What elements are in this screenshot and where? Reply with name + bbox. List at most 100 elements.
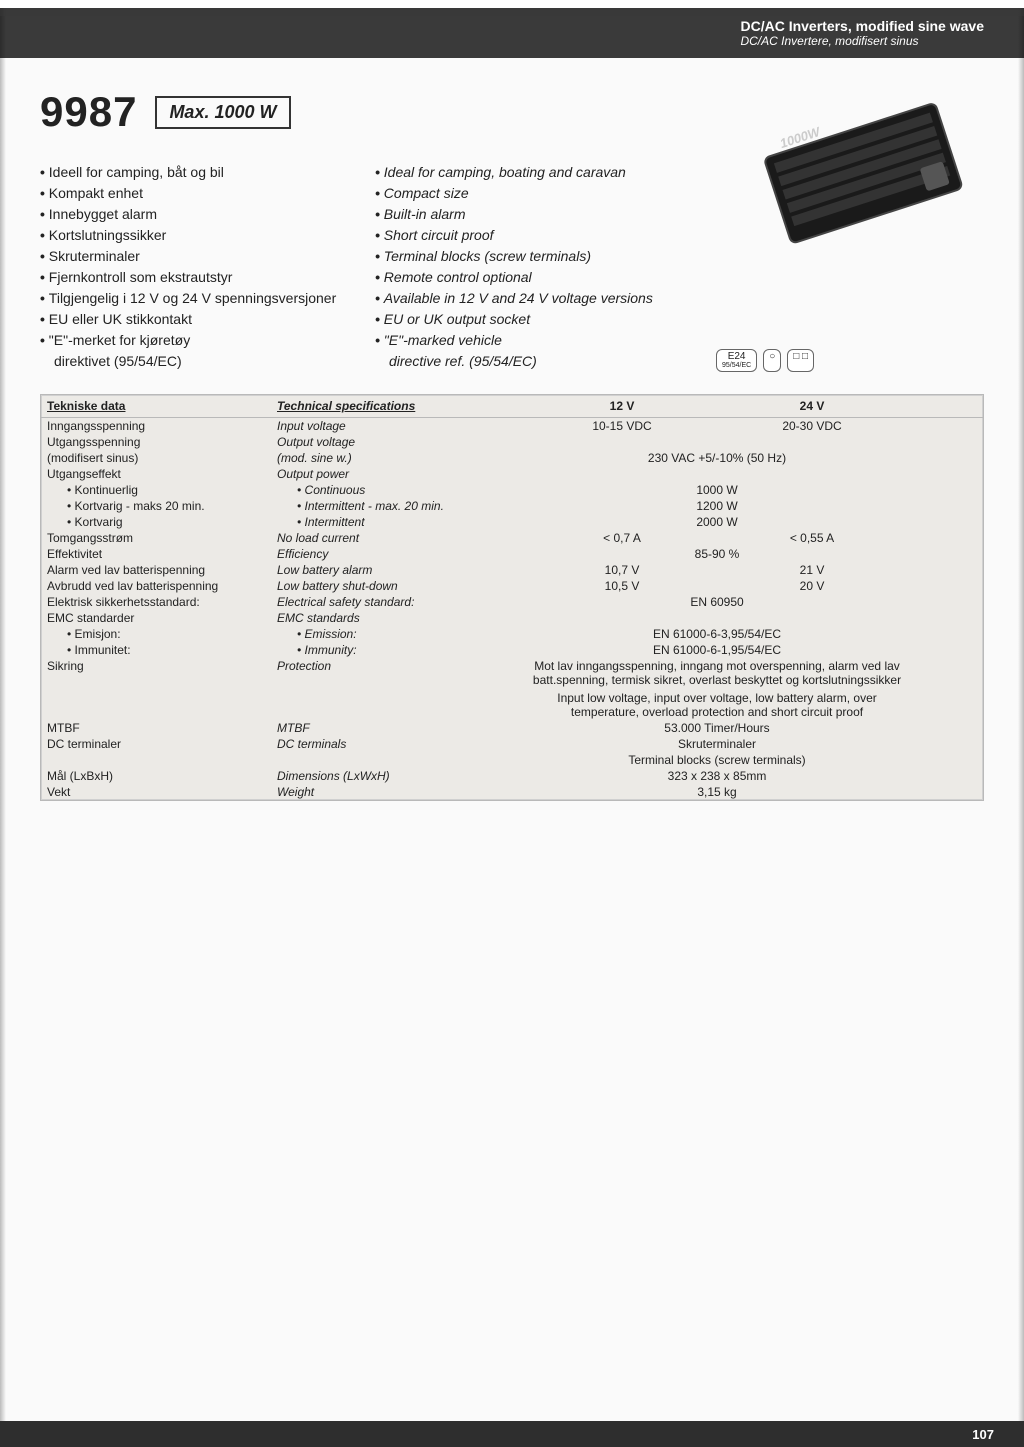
spec-label-en: Dimensions (LxWxH) [277, 769, 527, 783]
spec-value-merged: EN 60950 [527, 595, 907, 609]
spec-label-en: • Immunity: [277, 643, 527, 657]
feature-no-item: EU eller UK stikkontakt [40, 309, 340, 330]
e-mark-badges: E24 95/54/EC ○ □ □ [716, 349, 814, 372]
approval-badge-2: □ □ [787, 349, 814, 372]
spec-row: InngangsspenningInput voltage10-15 VDC20… [41, 418, 983, 434]
spec-body: InngangsspenningInput voltage10-15 VDC20… [41, 418, 983, 800]
spec-label-en: Output voltage [277, 435, 527, 449]
feature-en-item: "E"-marked vehicle [375, 330, 675, 351]
spec-label-en: Low battery shut-down [277, 579, 527, 593]
spec-row: TomgangsstrømNo load current< 0,7 A< 0,5… [41, 530, 983, 546]
spec-label-no: • Immunitet: [47, 643, 277, 657]
feature-en-item: Built-in alarm [375, 204, 675, 225]
e24-badge: E24 95/54/EC [716, 349, 757, 372]
spec-row: Mål (LxBxH)Dimensions (LxWxH)323 x 238 x… [41, 768, 983, 784]
spec-label-no: • Emisjon: [47, 627, 277, 641]
spec-row: UtgangsspenningOutput voltage [41, 434, 983, 450]
feature-no-item: Tilgjengelig i 12 V og 24 V spenningsver… [40, 288, 340, 309]
feature-en-item: Compact size [375, 183, 675, 204]
feature-en-item: Available in 12 V and 24 V voltage versi… [375, 288, 675, 309]
spec-label-en: Electrical safety standard: [277, 595, 527, 609]
spec-label-no: Utgangseffekt [47, 467, 277, 481]
spec-value-merged: Mot lav inngangsspenning, inngang mot ov… [527, 659, 907, 687]
spec-label-en: DC terminals [277, 737, 527, 751]
spec-row: Input low voltage, input over voltage, l… [41, 690, 983, 720]
feature-no-item: "E"-merket for kjøretøy [40, 330, 340, 351]
spec-header-no: Tekniske data [47, 399, 277, 413]
spec-label-no: Sikring [47, 659, 277, 673]
spec-label-en: • Intermittent - max. 20 min. [277, 499, 527, 513]
feature-en-item: Ideal for camping, boating and caravan [375, 162, 675, 183]
feature-en-sub: directive ref. (95/54/EC) [389, 351, 675, 372]
spec-header-12v: 12 V [527, 399, 717, 413]
feature-no-item: Kompakt enhet [40, 183, 340, 204]
spec-label-en: EMC standards [277, 611, 527, 625]
spec-label-en: • Emission: [277, 627, 527, 641]
spec-header-row: Tekniske data Technical specifications 1… [41, 395, 983, 418]
spec-row: • Emisjon:• Emission:EN 61000-6-3,95/54/… [41, 626, 983, 642]
spec-value-24v: 20 V [717, 579, 907, 593]
spec-row: Alarm ved lav batterispenningLow battery… [41, 562, 983, 578]
spec-label-no: EMC standarder [47, 611, 277, 625]
spec-header-en: Technical specifications [277, 399, 527, 413]
spec-label-no: Alarm ved lav batterispenning [47, 563, 277, 577]
spec-value-24v: 21 V [717, 563, 907, 577]
model-number: 9987 [40, 88, 137, 136]
approval-badge-1: ○ [763, 349, 781, 372]
spec-row: • Kontinuerlig• Continuous1000 W [41, 482, 983, 498]
spec-value-merged: 1000 W [527, 483, 907, 497]
spec-label-en: (mod. sine w.) [277, 451, 527, 465]
spec-value-merged: 323 x 238 x 85mm [527, 769, 907, 783]
spec-value-merged: 3,15 kg [527, 785, 907, 799]
product-image: 1000W [732, 90, 982, 250]
e24-sub: 95/54/EC [722, 362, 751, 370]
spec-value-merged: Terminal blocks (screw terminals) [527, 753, 907, 767]
page-edge-right [1018, 8, 1024, 1447]
spec-row: (modifisert sinus)(mod. sine w.)230 VAC … [41, 450, 983, 466]
spec-label-no: Vekt [47, 785, 277, 799]
feature-no-item: Fjernkontroll som ekstrautstyr [40, 267, 340, 288]
spec-value-merged: EN 61000-6-3,95/54/EC [527, 627, 907, 641]
max-power-box: Max. 1000 W [155, 96, 290, 129]
spec-row: VektWeight3,15 kg [41, 784, 983, 800]
spec-label-en: Weight [277, 785, 527, 799]
feature-no-item: Skruterminaler [40, 246, 340, 267]
spec-row: UtgangseffektOutput power [41, 466, 983, 482]
spec-label-no: Effektivitet [47, 547, 277, 561]
spec-value-merged: 1200 W [527, 499, 907, 513]
spec-label-no: (modifisert sinus) [47, 451, 277, 465]
spec-label-no: Utgangsspenning [47, 435, 277, 449]
e24-text: E24 [728, 351, 746, 362]
spec-label-no: MTBF [47, 721, 277, 735]
spec-label-no: Inngangsspenning [47, 419, 277, 433]
spec-label-no: • Kortvarig - maks 20 min. [47, 499, 277, 513]
spec-value-12v: 10-15 VDC [527, 419, 717, 433]
spec-value-merged: Skruterminaler [527, 737, 907, 751]
spec-row: Avbrudd ved lav batterispenningLow batte… [41, 578, 983, 594]
spec-label-en: Low battery alarm [277, 563, 527, 577]
spec-row: DC terminalerDC terminalsSkruterminaler [41, 736, 983, 752]
spec-label-no: Mål (LxBxH) [47, 769, 277, 783]
page-edge-left [0, 8, 6, 1447]
spec-table: Tekniske data Technical specifications 1… [40, 394, 984, 801]
spec-value-12v: 10,5 V [527, 579, 717, 593]
feature-en-item: Terminal blocks (screw terminals) [375, 246, 675, 267]
header-title-en: DC/AC Inverters, modified sine wave [740, 18, 984, 34]
features-english: Ideal for camping, boating and caravanCo… [375, 162, 675, 372]
feature-no-item: Kortslutningssikker [40, 225, 340, 246]
spec-label-en: Efficiency [277, 547, 527, 561]
spec-value-merged: 53.000 Timer/Hours [527, 721, 907, 735]
spec-value-merged: 2000 W [527, 515, 907, 529]
spec-label-en: • Intermittent [277, 515, 527, 529]
spec-header-24v: 24 V [717, 399, 907, 413]
spec-value-merged: EN 61000-6-1,95/54/EC [527, 643, 907, 657]
spec-value-12v: < 0,7 A [527, 531, 717, 545]
spec-label-en: • Continuous [277, 483, 527, 497]
feature-no-sub: direktivet (95/54/EC) [54, 351, 340, 372]
spec-value-merged: 230 VAC +5/-10% (50 Hz) [527, 451, 907, 465]
spec-label-en: Protection [277, 659, 527, 673]
feature-en-item: Short circuit proof [375, 225, 675, 246]
spec-value-24v: 20-30 VDC [717, 419, 907, 433]
feature-en-item: Remote control optional [375, 267, 675, 288]
page-top-shadow [0, 8, 1024, 16]
